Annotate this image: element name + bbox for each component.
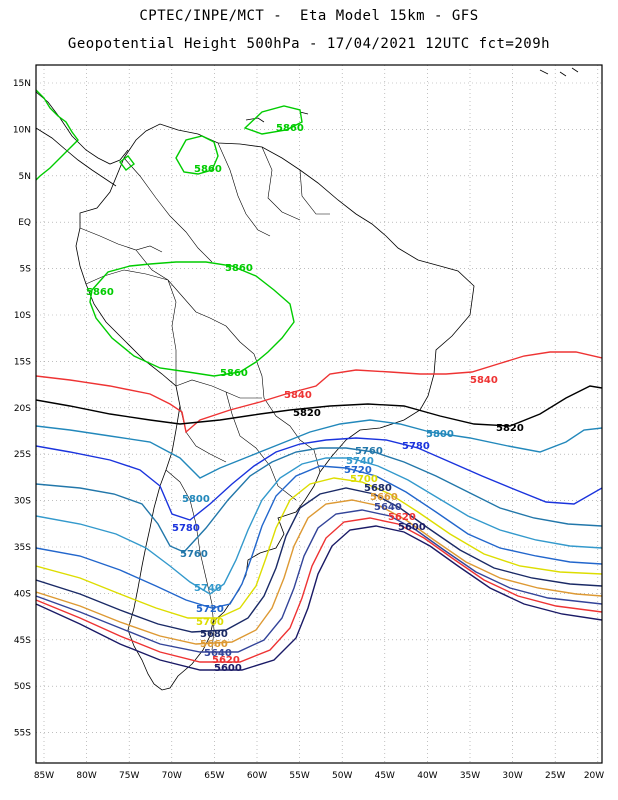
south-america-coastline xyxy=(75,123,475,691)
lat-label: 15S xyxy=(14,357,31,367)
contour-5860-islet xyxy=(119,155,135,171)
contour-5860-amazon xyxy=(89,261,295,377)
contour-5600 xyxy=(36,525,602,671)
contour-5660 xyxy=(36,499,602,645)
contour-label-5820-east: 5820 xyxy=(496,423,524,434)
contour-label-5800-west: 5800 xyxy=(182,494,210,505)
contour-label-5760-west: 5760 xyxy=(180,549,208,560)
lon-label: 50W xyxy=(332,771,352,781)
contour-label-5860-south: 5860 xyxy=(220,368,248,379)
country-borders xyxy=(79,142,330,651)
lat-label: EQ xyxy=(18,218,31,228)
contour-label-5740-east: 5740 xyxy=(346,456,374,467)
contour-5860-caribbean xyxy=(243,105,303,135)
contour-label-5820-west: 5820 xyxy=(293,408,321,419)
lon-label: 70W xyxy=(162,771,182,781)
map-title-line1: CPTEC/INPE/MCT - Eta Model 15km - GFS xyxy=(139,8,479,24)
contour-5720 xyxy=(36,465,602,609)
contour-label-5720-east: 5720 xyxy=(344,465,372,476)
lat-label: 5N xyxy=(19,172,31,182)
contour-5860-central-america xyxy=(36,89,79,181)
contour-5820 xyxy=(36,385,602,427)
contour-5860-venezuela xyxy=(175,135,219,175)
map-title-line2: Geopotential Height 500hPa - 17/04/2021 … xyxy=(67,36,551,52)
lat-label: 10N xyxy=(13,125,31,135)
lat-label: 15N xyxy=(13,79,31,89)
lon-label: 85W xyxy=(34,771,54,781)
contour-label-5640-east: 5640 xyxy=(374,502,402,513)
contour-label-5680-east: 5680 xyxy=(364,483,392,494)
contour-label-5860-caribbean: 5860 xyxy=(276,123,304,134)
lat-label: 55S xyxy=(14,729,31,739)
lon-label: 75W xyxy=(119,771,139,781)
caribbean-islands xyxy=(245,67,579,123)
contour-label-5860-amazon: 5860 xyxy=(225,263,253,274)
contour-label-5680-west: 5680 xyxy=(200,629,228,640)
lat-label: 35S xyxy=(14,543,31,553)
lon-label: 45W xyxy=(375,771,395,781)
central-america-coastline xyxy=(36,91,129,187)
contour-label-5620-west: 5620 xyxy=(212,655,240,666)
lon-label: 65W xyxy=(204,771,224,781)
lon-label: 30W xyxy=(502,771,522,781)
contour-5800 xyxy=(36,419,602,479)
contour-label-5800-east: 5800 xyxy=(426,429,454,440)
contour-label-5840-east: 5840 xyxy=(470,375,498,386)
lat-label: 20S xyxy=(14,404,31,414)
contour-5760 xyxy=(36,447,602,553)
contour-5680 xyxy=(36,487,602,633)
contour-label-5640-west: 5640 xyxy=(204,648,232,659)
lon-label: 35W xyxy=(460,771,480,781)
contour-5740 xyxy=(36,457,602,595)
lon-label: 60W xyxy=(247,771,267,781)
contour-labels: 5860 5860 5860 5860 5860 5840 5840 5820 … xyxy=(86,123,524,674)
lat-label: 30S xyxy=(14,497,31,507)
lon-label: 25W xyxy=(545,771,565,781)
contour-label-5860-venezuela: 5860 xyxy=(194,164,222,175)
contour-label-5600-west: 5600 xyxy=(214,663,242,674)
contour-label-5780-east: 5780 xyxy=(402,441,430,452)
contour-label-5700-west: 5700 xyxy=(196,617,224,628)
contour-5700 xyxy=(36,477,602,619)
lat-label: 40S xyxy=(14,589,31,599)
contour-label-5660-east: 5660 xyxy=(370,492,398,503)
contour-label-5860-west: 5860 xyxy=(86,287,114,298)
contour-label-5740-west: 5740 xyxy=(194,583,222,594)
contour-label-5620-east: 5620 xyxy=(388,512,416,523)
lat-label: 25S xyxy=(14,450,31,460)
contour-5840 xyxy=(36,351,602,434)
lon-label: 40W xyxy=(417,771,437,781)
contour-label-5720-west: 5720 xyxy=(196,604,224,615)
lon-label: 55W xyxy=(289,771,309,781)
contour-label-5780-west: 5780 xyxy=(172,523,200,534)
lon-label: 80W xyxy=(76,771,96,781)
map-frame-background xyxy=(36,65,602,763)
lon-label: 20W xyxy=(584,771,604,781)
contour-5780 xyxy=(36,437,602,521)
lat-label: 45S xyxy=(14,636,31,646)
contour-label-5600-east: 5600 xyxy=(398,522,426,533)
lat-label: 5S xyxy=(20,265,32,275)
lat-label: 50S xyxy=(14,682,31,692)
lat-label: 10S xyxy=(14,311,31,321)
contour-label-5840-west: 5840 xyxy=(284,390,312,401)
contour-label-5660-west: 5660 xyxy=(200,639,228,650)
contour-label-5700-east: 5700 xyxy=(350,474,378,485)
contour-5620 xyxy=(36,517,602,663)
coastline-and-borders xyxy=(36,67,579,691)
axis-labels: 15N 10N 5N EQ 5S 10S 15S 20S 25S 30S 35S 40S 45S 50S 5… xyxy=(13,79,604,781)
map-frame-border xyxy=(35,64,603,764)
contour-5640 xyxy=(36,509,602,653)
contour-label-5760-east: 5760 xyxy=(355,446,383,457)
